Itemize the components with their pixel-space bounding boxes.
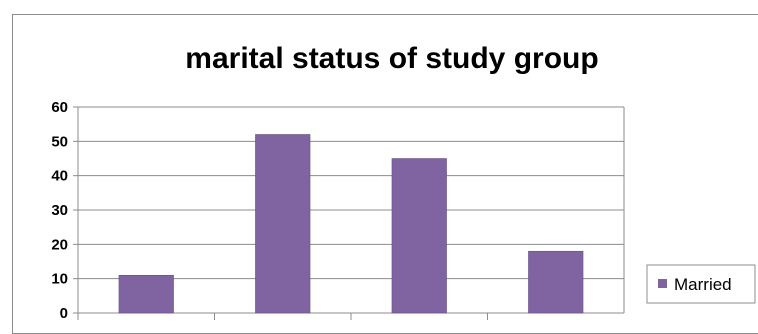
y-axis-tick-labels: 0 10 20 30 40 50 60 bbox=[51, 99, 68, 320]
legend-label-married: Married bbox=[674, 275, 732, 294]
bar-married-4 bbox=[528, 250, 584, 314]
bars bbox=[118, 134, 584, 314]
y-tick-label: 30 bbox=[51, 202, 68, 219]
y-tick-label: 50 bbox=[51, 133, 68, 150]
bar-married-1 bbox=[118, 274, 174, 314]
chart-title: marital status of study group bbox=[185, 42, 598, 75]
bar-married-2 bbox=[255, 134, 311, 314]
legend: Married bbox=[646, 264, 756, 304]
legend-swatch bbox=[658, 279, 667, 288]
y-tick-label: 40 bbox=[51, 168, 68, 185]
bar-chart: marital status of study group 0 10 20 30 40 5… bbox=[51, 42, 756, 320]
bar-married-3 bbox=[391, 158, 447, 314]
y-tick-label: 60 bbox=[51, 99, 68, 116]
y-tick-label: 0 bbox=[60, 305, 68, 320]
y-tick-label: 10 bbox=[51, 271, 68, 288]
y-tick-label: 20 bbox=[51, 236, 68, 253]
